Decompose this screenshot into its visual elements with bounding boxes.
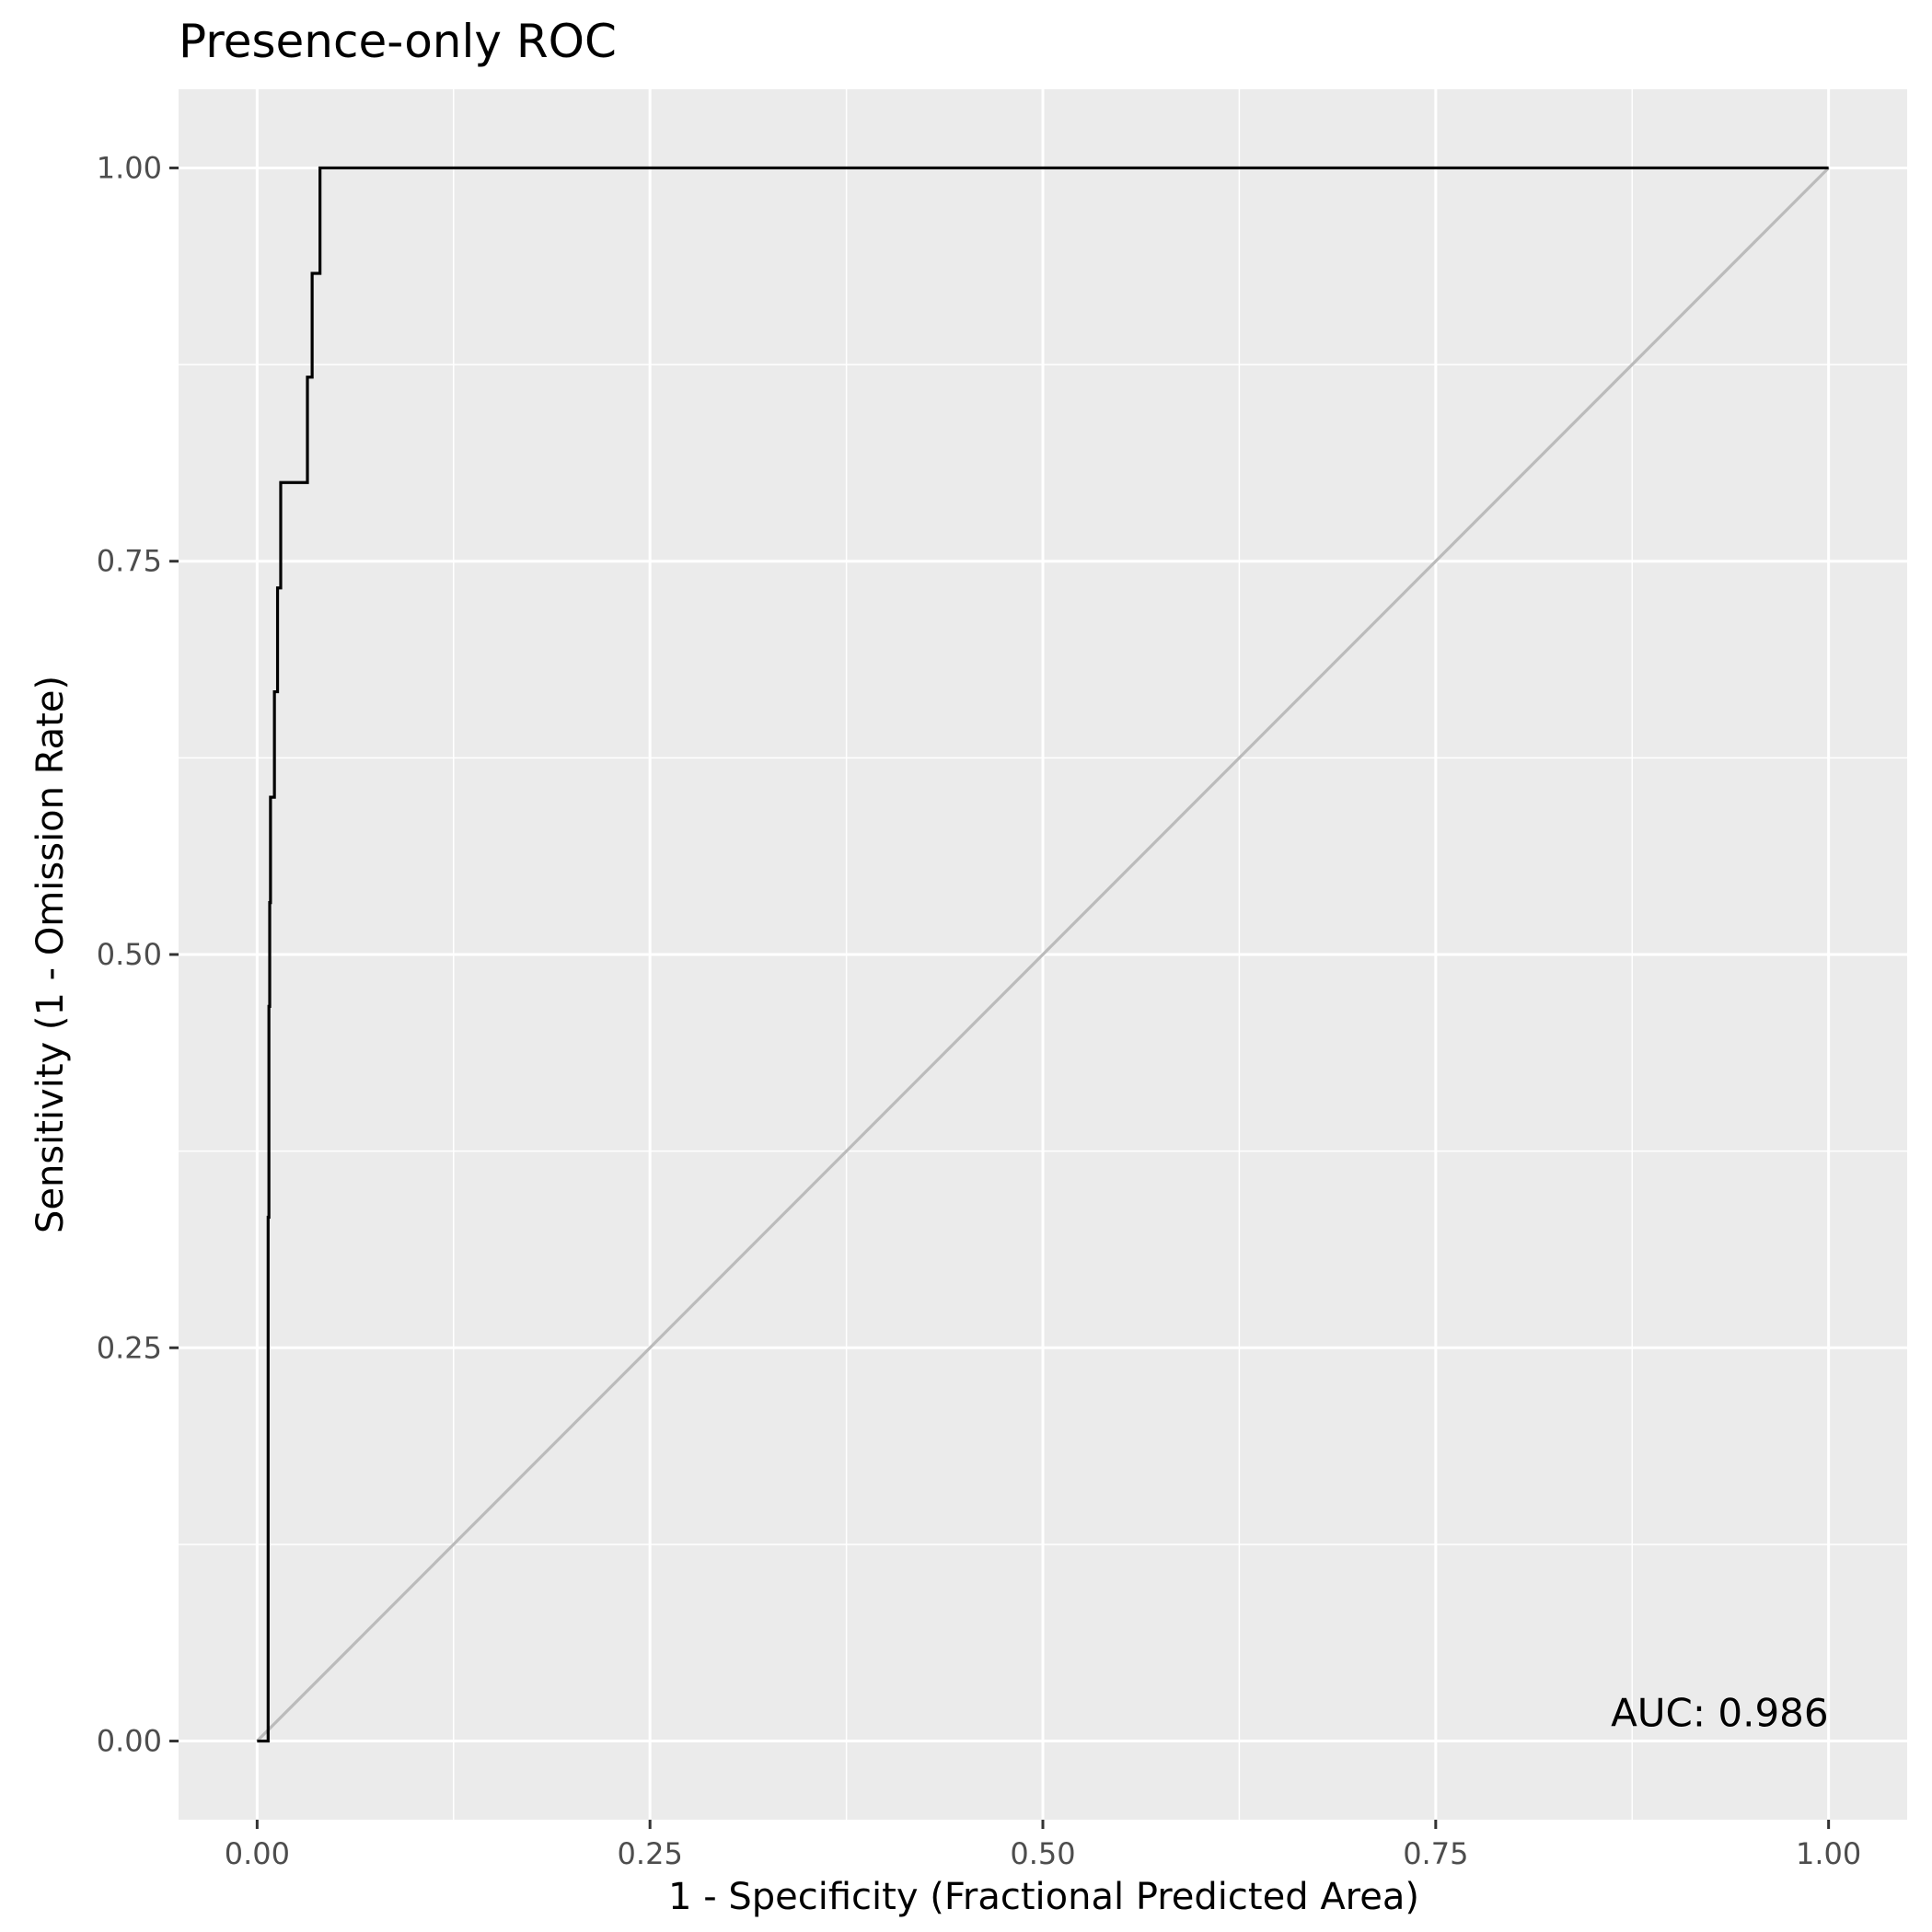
x-axis-title: 1 - Specificity (Fractional Predicted Ar… — [668, 1876, 1419, 1918]
y-tick-label: 0.00 — [97, 1724, 162, 1759]
roc-curve-line — [257, 166, 1829, 1743]
y-tick-label: 0.50 — [97, 937, 162, 972]
x-tick-label: 0.25 — [618, 1836, 683, 1871]
y-tick-label: 1.00 — [97, 150, 162, 185]
chart-title: Presence-only ROC — [179, 15, 617, 68]
y-axis-title: Sensitivity (1 - Omission Rate) — [29, 676, 72, 1233]
x-tick-label: 1.00 — [1796, 1836, 1861, 1871]
y-tick-label: 0.25 — [97, 1330, 162, 1365]
x-tick-label: 0.50 — [1010, 1836, 1075, 1871]
series-layer — [256, 166, 1830, 1743]
auc-annotation: AUC: 0.986 — [1611, 1691, 1829, 1736]
reference-diagonal-line — [256, 167, 1830, 1742]
x-axis-ticks: 0.00 0.25 0.50 0.75 1.00 — [225, 1820, 1861, 1871]
x-tick-label: 0.75 — [1403, 1836, 1468, 1871]
y-tick-label: 0.75 — [97, 544, 162, 579]
y-axis-ticks: 0.00 0.25 0.50 0.75 1.00 — [97, 150, 179, 1759]
x-tick-label: 0.00 — [225, 1836, 290, 1871]
